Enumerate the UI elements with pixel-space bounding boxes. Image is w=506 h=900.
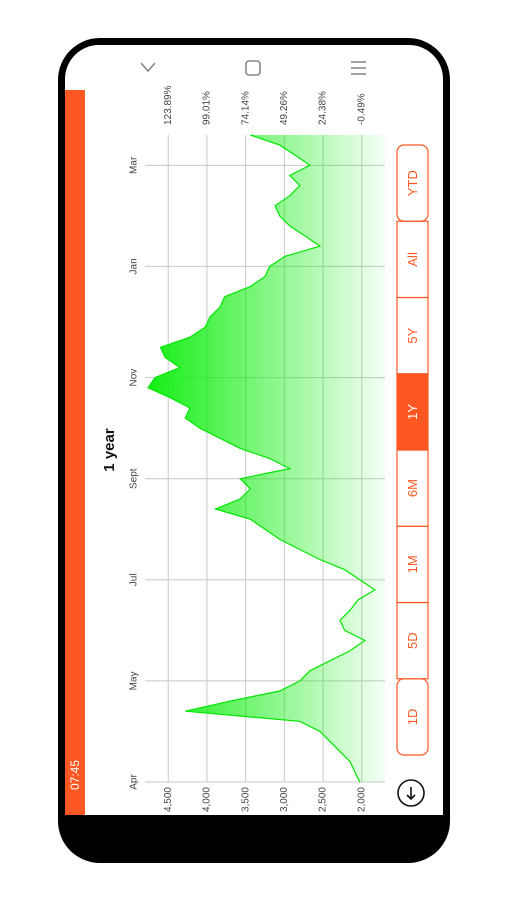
range-button-label: All xyxy=(405,252,420,267)
nav-bar xyxy=(140,60,366,76)
y2-tick-label: -0.49% xyxy=(356,93,367,125)
range-button-label: 5D xyxy=(405,632,420,649)
x-tick-label: May xyxy=(129,671,140,690)
y2-tick-label: 24.38% xyxy=(318,91,329,125)
y2-tick-label: 49.26% xyxy=(279,91,290,125)
range-button-label: YTD xyxy=(405,170,420,196)
download-icon xyxy=(406,787,416,801)
y2-tick-label: 74.14% xyxy=(240,91,251,125)
x-tick-label: Jan xyxy=(129,258,140,274)
y-tick-label: 4,000 xyxy=(202,787,213,812)
y-tick-label: 4,500 xyxy=(163,787,174,812)
nav-menu[interactable] xyxy=(351,61,366,75)
range-button-label: 1Y xyxy=(405,404,420,420)
range-button-label: 1D xyxy=(405,709,420,726)
range-button-label: 5Y xyxy=(405,327,420,343)
x-tick-label: Jul xyxy=(129,573,140,586)
range-button[interactable] xyxy=(396,144,429,222)
nav-back[interactable] xyxy=(140,62,156,73)
area-fill xyxy=(148,135,385,782)
y-tick-label: 3,000 xyxy=(279,787,290,812)
y-tick-label: 2,000 xyxy=(356,787,367,812)
x-tick-label: Mar xyxy=(129,156,140,174)
area-line xyxy=(147,134,377,783)
range-button-label: 1M xyxy=(405,555,420,573)
download-button[interactable] xyxy=(397,779,425,807)
x-tick-label: Apr xyxy=(129,774,140,790)
y-tick-label: 3,500 xyxy=(240,787,251,812)
range-button-label: 6M xyxy=(405,479,420,497)
y-tick-label: 2,500 xyxy=(318,787,329,812)
landscape-view: 07:45 1 year 2,000 2,500 3,000 3,500 4,000 4,… xyxy=(65,85,429,815)
x-tick-label: Sept xyxy=(129,468,140,489)
y2-tick-label: 123.89% xyxy=(163,85,174,125)
phone-screen-base xyxy=(65,780,443,815)
chart-title: 1 year xyxy=(101,428,118,472)
y2-tick-label: 99.01% xyxy=(202,91,213,125)
status-time: 07:45 xyxy=(68,760,82,790)
status-bar xyxy=(65,90,85,815)
nav-home[interactable] xyxy=(245,60,261,76)
x-tick-label: Nov xyxy=(129,369,140,387)
